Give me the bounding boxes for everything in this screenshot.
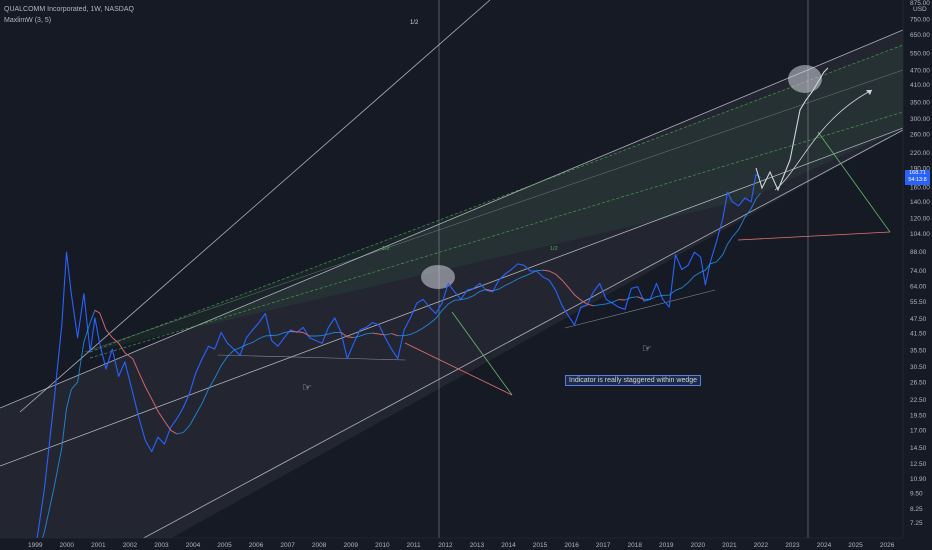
y-tick-label: 350.00 bbox=[910, 99, 930, 106]
x-tick-label: 2018 bbox=[628, 542, 643, 549]
y-tick-label: 7.25 bbox=[910, 520, 923, 527]
y-tick-label: 875.00 bbox=[910, 0, 930, 7]
x-tick-label: 2008 bbox=[312, 542, 327, 549]
annotation-callout[interactable]: Indicator is really staggered within wed… bbox=[565, 375, 702, 386]
y-tick-label: 750.00 bbox=[910, 17, 930, 24]
x-tick-label: 2011 bbox=[407, 542, 421, 549]
x-tick-label: 2005 bbox=[217, 542, 232, 549]
last-price-countdown: 54:13:8 bbox=[908, 177, 927, 183]
hand-cursor-icon: ☞ bbox=[642, 343, 652, 355]
y-tick-label: 470.00 bbox=[910, 67, 930, 74]
y-tick-label: 220.00 bbox=[910, 150, 930, 157]
x-tick-label: 2021 bbox=[722, 542, 737, 549]
projected-curve bbox=[774, 89, 873, 191]
x-tick-label: 1999 bbox=[28, 542, 43, 549]
price-series-line bbox=[36, 173, 761, 538]
x-tick-label: 2001 bbox=[91, 542, 106, 549]
x-tick-label: 2014 bbox=[501, 542, 516, 549]
y-tick-label: 650.00 bbox=[910, 32, 930, 39]
y-tick-label: 140.00 bbox=[910, 199, 930, 206]
channel-upper-line bbox=[0, 29, 903, 409]
y-tick-label: 64.00 bbox=[910, 284, 927, 291]
x-tick-label: 2007 bbox=[280, 542, 295, 549]
indicator-falling-segments bbox=[94, 269, 645, 435]
channel-lower-line bbox=[142, 129, 903, 538]
x-tick-label: 2012 bbox=[438, 542, 453, 549]
y-tick-label: 160.00 bbox=[910, 184, 930, 191]
y-tick-label: 104.00 bbox=[910, 231, 930, 238]
y-tick-label: 12.50 bbox=[910, 461, 927, 468]
hand-cursor-icon: ☞ bbox=[302, 382, 312, 394]
x-tick-label: 2022 bbox=[754, 542, 769, 549]
y-tick-label: 8.25 bbox=[910, 506, 923, 513]
half-label-left: 1/2 bbox=[382, 246, 390, 252]
support-line-2017 bbox=[564, 289, 716, 329]
y-tick-label: 19.50 bbox=[910, 413, 927, 420]
projected-arrowhead bbox=[866, 90, 872, 95]
x-tick-label: 2016 bbox=[564, 542, 579, 549]
y-tick-label: 14.50 bbox=[910, 445, 927, 452]
indicator-title[interactable]: MaxlimW (3, 5) bbox=[4, 17, 52, 24]
y-tick-label: 26.50 bbox=[910, 379, 927, 386]
x-tick-label: 2020 bbox=[691, 542, 706, 549]
symbol-title[interactable]: QUALCOMM Incorporated, 1W, NASDAQ bbox=[4, 6, 134, 13]
x-tick-label: 2025 bbox=[848, 542, 863, 549]
x-tick-label: 2009 bbox=[344, 542, 359, 549]
y-tick-label: 260.00 bbox=[910, 132, 930, 139]
highlight-ellipse-2023 bbox=[788, 65, 822, 93]
steep-trend-line bbox=[19, 0, 491, 413]
y-tick-label: 190.00 bbox=[910, 166, 930, 173]
y-tick-label: 9.50 bbox=[910, 491, 923, 498]
x-tick-label: 2003 bbox=[154, 542, 169, 549]
x-tick-label: 2004 bbox=[186, 542, 201, 549]
highlight-ellipse-2012 bbox=[421, 265, 455, 289]
currency-label: USD bbox=[913, 6, 927, 13]
channel-mid-line bbox=[0, 127, 903, 467]
x-tick-label: 2010 bbox=[375, 542, 390, 549]
chart-legend: QUALCOMM Incorporated, 1W, NASDAQ Maxlim… bbox=[4, 4, 134, 26]
x-tick-label: 2002 bbox=[123, 542, 138, 549]
plot-area[interactable] bbox=[0, 0, 903, 550]
y-tick-label: 35.50 bbox=[910, 348, 927, 355]
y-tick-label: 10.90 bbox=[910, 476, 927, 483]
y-axis-panel bbox=[903, 0, 932, 550]
y-tick-label: 88.00 bbox=[910, 249, 927, 256]
pitchfork-inner-line bbox=[84, 69, 903, 353]
x-tick-label: 2019 bbox=[659, 542, 674, 549]
x-tick-label: 2017 bbox=[596, 542, 611, 549]
green-arrow-2024 bbox=[817, 131, 891, 233]
y-tick-label: 17.00 bbox=[910, 428, 927, 435]
y-tick-label: 120.00 bbox=[910, 216, 930, 223]
red-arrow-segment bbox=[404, 342, 513, 396]
x-tick-label: 2026 bbox=[880, 542, 895, 549]
y-tick-label: 30.50 bbox=[910, 364, 927, 371]
y-tick-label: 22.50 bbox=[910, 397, 927, 404]
y-tick-label: 300.00 bbox=[910, 116, 930, 123]
x-tick-label: 2024 bbox=[817, 542, 832, 549]
green-arrow-segment bbox=[451, 311, 513, 396]
projected-path bbox=[755, 67, 829, 192]
last-price-badge: 168.71 54:13:8 bbox=[905, 170, 930, 185]
y-tick-label: 74.00 bbox=[910, 268, 927, 275]
x-tick-label: 2006 bbox=[249, 542, 264, 549]
x-tick-label: 2000 bbox=[60, 542, 75, 549]
x-tick-label: 2013 bbox=[470, 542, 485, 549]
x-tick-label: 2023 bbox=[785, 542, 800, 549]
green-dashed-lower bbox=[89, 111, 903, 359]
last-price-value: 168.71 bbox=[909, 170, 926, 176]
y-tick-label: 55.50 bbox=[910, 299, 927, 306]
y-tick-label: 410.00 bbox=[910, 82, 930, 89]
x-axis-panel bbox=[0, 538, 932, 550]
x-tick-label: 2015 bbox=[533, 542, 548, 549]
support-line-2006 bbox=[217, 354, 406, 361]
half-label-top: 1/2 bbox=[410, 20, 419, 26]
y-tick-label: 47.50 bbox=[910, 316, 927, 323]
y-tick-label: 41.50 bbox=[910, 331, 927, 338]
y-tick-label: 550.00 bbox=[910, 50, 930, 57]
red-arrow-2024 bbox=[737, 231, 891, 241]
half-label-right: 1/2 bbox=[550, 246, 558, 252]
